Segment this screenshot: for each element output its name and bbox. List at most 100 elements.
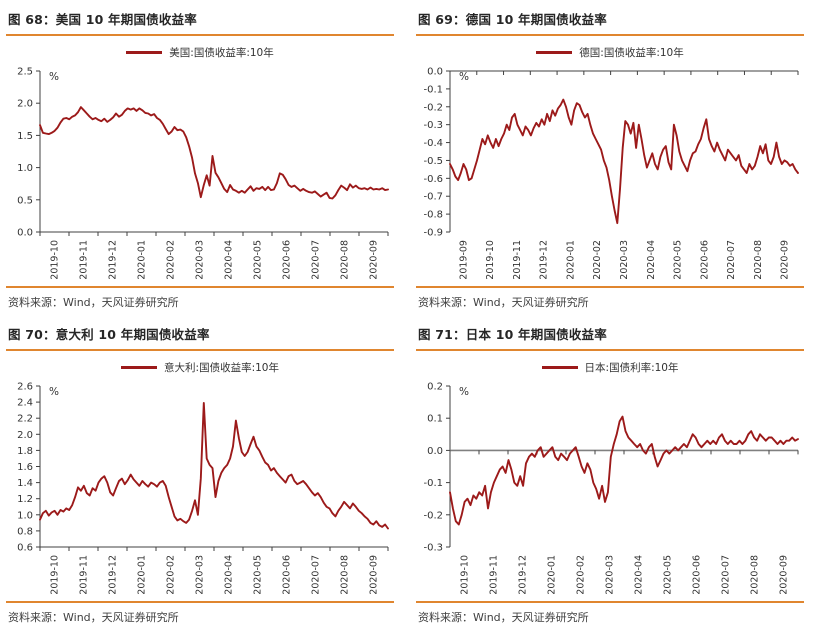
svg-text:2020-07: 2020-07 [311,240,322,280]
source-text: 资料来源：Wind，天风证券研究所 [418,611,589,624]
svg-text:2020-09: 2020-09 [780,240,791,280]
svg-text:-0.2: -0.2 [423,510,443,521]
svg-text:2020-04: 2020-04 [634,555,645,595]
svg-text:2020-03: 2020-03 [195,555,206,595]
svg-text:2020-05: 2020-05 [253,240,264,280]
figure-panel-japan: 图 71：日本 10 年期国债收益率 日本:国债利率:10年 -0.3 -0.2 -… [410,315,820,630]
legend-line-swatch [541,365,578,369]
svg-text:1.4: 1.4 [17,478,33,489]
svg-text:2019-12: 2019-12 [108,555,119,595]
svg-text:2020-05: 2020-05 [663,555,674,595]
svg-text:2020-07: 2020-07 [311,555,322,595]
svg-text:2020-06: 2020-06 [692,555,703,595]
figure-title-italy: 图 70：意大利 10 年期国债收益率 [6,321,394,351]
line-chart-germany: -0.9 -0.8 -0.7 -0.6 -0.5 -0.4 -0.3 -0.2 -0.1 0.0 2… [416,61,804,286]
svg-text:2020-05: 2020-05 [253,555,264,595]
svg-text:-0.8: -0.8 [423,210,443,221]
svg-text:-0.2: -0.2 [423,102,443,113]
figure-title-germany: 图 69：德国 10 年期国债收益率 [416,6,804,36]
svg-text:%: % [459,71,469,83]
legend-label: 德国:国债收益率:10年 [579,46,684,59]
svg-text:-0.9: -0.9 [423,228,443,239]
svg-text:0.6: 0.6 [17,543,33,554]
svg-text:1.8: 1.8 [17,446,33,457]
svg-text:0.2: 0.2 [427,382,443,393]
svg-text:2020-05: 2020-05 [673,240,684,280]
line-chart-italy: 0.6 0.8 1.0 1.2 1.4 1.6 1.8 2.0 2.2 2.4 2.6 2019-10… [6,376,394,601]
svg-text:2020-02: 2020-02 [166,555,177,595]
figure-panel-italy: 图 70：意大利 10 年期国债收益率 意大利:国债收益率:10年 0.6 0.8… [0,315,410,630]
svg-text:1.0: 1.0 [17,510,33,521]
svg-text:2019-10: 2019-10 [50,555,61,595]
svg-text:2020-09: 2020-09 [369,555,380,595]
source-text: 资料来源：Wind，天风证券研究所 [8,611,179,624]
svg-text:0.8: 0.8 [17,526,33,537]
svg-text:2020-01: 2020-01 [565,240,576,280]
svg-text:2020-08: 2020-08 [750,555,761,595]
svg-text:2019-11: 2019-11 [512,240,523,280]
svg-text:%: % [49,71,59,83]
svg-text:2020-03: 2020-03 [195,240,206,280]
svg-text:2.0: 2.0 [17,430,33,441]
source-text: 资料来源：Wind，天风证券研究所 [418,296,589,309]
svg-text:0.0: 0.0 [427,446,443,457]
legend-line-swatch [536,50,573,54]
figure-panel-us: 图 68：美国 10 年期国债收益率 美国:国债收益率:10年 0.0 0.5 1.… [0,0,410,315]
svg-text:2020-07: 2020-07 [726,240,737,280]
svg-text:1.2: 1.2 [17,494,33,505]
legend-line-swatch [121,365,158,369]
svg-text:2020-08: 2020-08 [753,240,764,280]
svg-text:2020-03: 2020-03 [619,240,630,280]
svg-text:1.0: 1.0 [17,163,33,174]
line-chart-us: 0.0 0.5 1.0 1.5 2.0 2.5 2019-10 2019-11 2019-12 2… [6,61,394,286]
chart-legend-japan: 日本:国债利率:10年 [416,360,804,374]
svg-text:%: % [49,386,59,398]
svg-text:2020-06: 2020-06 [282,555,293,595]
chart-legend-italy: 意大利:国债收益率:10年 [6,360,394,374]
line-chart-japan: -0.3 -0.2 -0.1 0.0 0.1 0.2 2019-10 2019-11 2019-… [416,376,804,601]
svg-text:2019-10: 2019-10 [485,240,496,280]
svg-text:0.0: 0.0 [427,67,443,78]
legend-label: 日本:国债利率:10年 [584,361,679,374]
svg-text:-0.1: -0.1 [423,84,443,95]
source-note: 资料来源：Wind，天风证券研究所 [416,601,804,629]
svg-text:2019-12: 2019-12 [108,240,119,280]
svg-text:2.5: 2.5 [17,67,33,78]
svg-text:2020-04: 2020-04 [224,555,235,595]
legend-line-swatch [126,50,163,54]
svg-text:0.1: 0.1 [427,414,443,425]
svg-text:2019-12: 2019-12 [518,555,529,595]
svg-text:1.6: 1.6 [17,462,33,473]
svg-text:%: % [459,386,469,398]
svg-text:2.0: 2.0 [17,99,33,110]
svg-text:2020-03: 2020-03 [605,555,616,595]
svg-text:1.5: 1.5 [17,131,33,142]
svg-text:2020-06: 2020-06 [282,240,293,280]
svg-text:-0.5: -0.5 [423,156,443,167]
svg-text:2020-08: 2020-08 [340,555,351,595]
source-note: 资料来源：Wind，天风证券研究所 [6,601,394,629]
svg-text:2.2: 2.2 [17,414,33,425]
svg-text:-0.3: -0.3 [423,543,443,554]
svg-text:2020-01: 2020-01 [547,555,558,595]
figure-title-us: 图 68：美国 10 年期国债收益率 [6,6,394,36]
svg-text:2019-11: 2019-11 [79,555,90,595]
legend-label: 美国:国债收益率:10年 [169,46,274,59]
svg-text:0.0: 0.0 [17,228,33,239]
svg-text:2020-09: 2020-09 [369,240,380,280]
svg-text:2019-12: 2019-12 [539,240,550,280]
chart-legend-us: 美国:国债收益率:10年 [6,45,394,59]
svg-text:-0.3: -0.3 [423,120,443,131]
chart-legend-germany: 德国:国债收益率:10年 [416,45,804,59]
svg-text:2020-07: 2020-07 [721,555,732,595]
svg-text:2020-08: 2020-08 [340,240,351,280]
svg-text:2020-06: 2020-06 [699,240,710,280]
svg-text:2.4: 2.4 [17,398,33,409]
svg-text:2019-09: 2019-09 [458,240,469,280]
svg-text:-0.1: -0.1 [423,478,443,489]
figure-title-japan: 图 71：日本 10 年期国债收益率 [416,321,804,351]
svg-text:2020-04: 2020-04 [646,240,657,280]
svg-text:-0.4: -0.4 [423,138,443,149]
source-note: 资料来源：Wind，天风证券研究所 [416,286,804,314]
